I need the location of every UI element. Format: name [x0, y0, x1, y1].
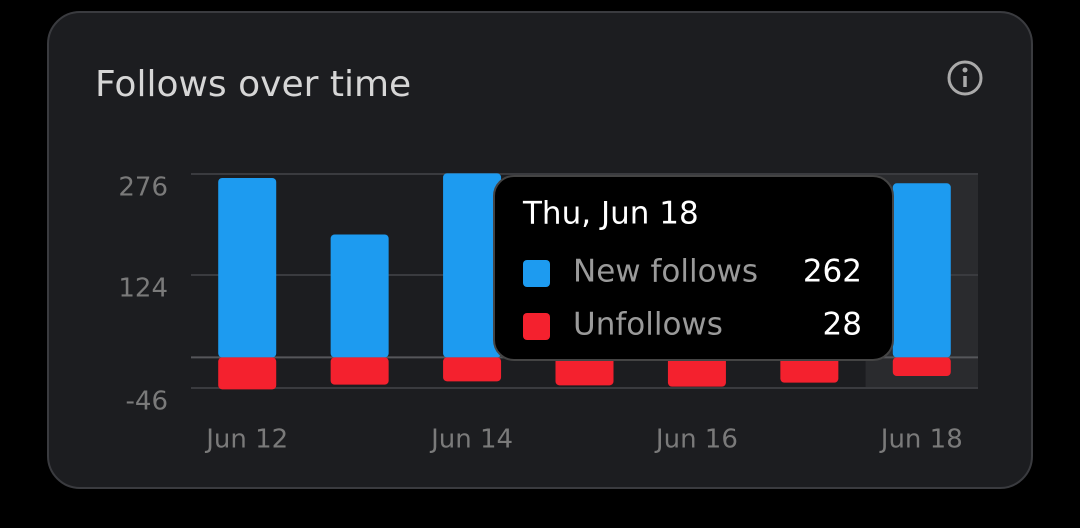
bar — [892, 183, 951, 358]
bar — [667, 357, 726, 387]
bar — [330, 357, 389, 385]
x-tick-label: Jun 12 — [204, 425, 288, 455]
bar — [443, 357, 502, 382]
tooltip-title: Thu, Jun 18 — [522, 196, 699, 232]
tooltip: Thu, Jun 18 New follows 262 Unfollows 28 — [493, 175, 894, 361]
bar — [330, 234, 389, 358]
x-tick-label: Jun 14 — [429, 425, 513, 455]
bar — [218, 357, 277, 390]
legend-swatch — [523, 260, 550, 287]
legend-label: New follows — [573, 254, 758, 290]
plot: -46 124 276 Jun 12 Jun 14 Jun 16 Jun 18 Thu, Ju… — [118, 173, 978, 455]
x-tick-label: Jun 18 — [879, 425, 963, 455]
tooltip-value: 28 — [823, 307, 862, 343]
tooltip-box — [493, 175, 894, 361]
bar — [555, 357, 614, 386]
info-button[interactable] — [947, 60, 983, 96]
x-tick-label: Jun 16 — [654, 425, 738, 455]
tooltip-value: 262 — [803, 254, 862, 290]
bar — [780, 357, 839, 383]
bar — [892, 357, 951, 377]
y-tick-label: -46 — [126, 387, 168, 417]
chart-title: Follows over time — [95, 64, 411, 105]
y-tick-label: 124 — [118, 274, 168, 304]
legend-swatch — [523, 313, 550, 340]
bar — [443, 173, 502, 358]
legend-label: Unfollows — [573, 307, 723, 343]
bar — [218, 177, 277, 358]
y-tick-label: 276 — [118, 173, 168, 203]
